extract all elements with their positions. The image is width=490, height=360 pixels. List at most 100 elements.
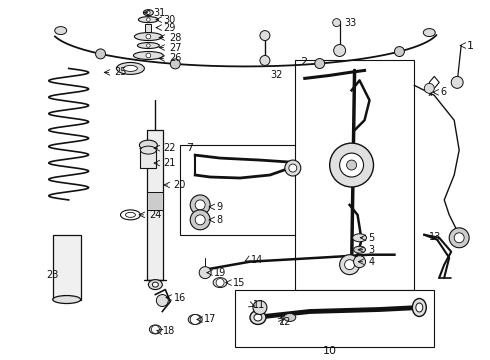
Text: 16: 16 [174, 293, 187, 302]
Ellipse shape [423, 28, 435, 37]
Circle shape [216, 279, 224, 287]
Circle shape [454, 233, 464, 243]
Circle shape [146, 53, 151, 58]
Bar [180, 145, 305, 235]
Text: 30: 30 [163, 15, 175, 24]
Bar [141, 150, 156, 168]
Circle shape [451, 76, 463, 88]
Ellipse shape [149, 325, 161, 334]
Text: 5: 5 [368, 233, 375, 243]
Ellipse shape [416, 303, 423, 312]
Circle shape [171, 59, 180, 69]
Bar [235, 289, 434, 347]
Text: 19: 19 [214, 267, 226, 278]
Circle shape [315, 59, 325, 68]
Text: 28: 28 [169, 32, 182, 42]
Ellipse shape [141, 146, 156, 154]
Circle shape [151, 325, 159, 333]
Circle shape [394, 46, 404, 57]
Text: 9: 9 [216, 202, 222, 212]
Circle shape [260, 31, 270, 41]
Text: 8: 8 [216, 215, 222, 225]
Text: 32: 32 [270, 71, 282, 80]
Circle shape [190, 195, 210, 215]
Text: 21: 21 [163, 158, 176, 168]
Circle shape [199, 267, 211, 279]
Ellipse shape [353, 234, 367, 242]
Text: 33: 33 [344, 18, 357, 28]
Ellipse shape [138, 17, 158, 23]
Circle shape [260, 55, 270, 66]
Ellipse shape [152, 282, 158, 287]
Circle shape [195, 215, 205, 225]
Bar [147, 130, 163, 280]
Text: 3: 3 [368, 245, 375, 255]
Circle shape [354, 256, 366, 268]
Bar [295, 60, 415, 289]
Circle shape [147, 18, 150, 21]
Text: 6: 6 [440, 87, 446, 97]
Circle shape [340, 153, 364, 177]
Bar [53, 235, 81, 300]
Circle shape [344, 260, 355, 270]
Ellipse shape [55, 27, 67, 35]
Text: 23: 23 [46, 270, 58, 280]
Ellipse shape [284, 314, 296, 321]
Text: 4: 4 [368, 257, 375, 267]
Circle shape [96, 49, 105, 59]
Circle shape [147, 11, 150, 14]
Ellipse shape [250, 310, 266, 324]
Text: 17: 17 [204, 314, 217, 324]
Text: 2: 2 [300, 58, 307, 67]
Circle shape [346, 160, 357, 170]
Text: 13: 13 [429, 232, 441, 242]
Text: 26: 26 [169, 54, 182, 63]
Text: 11: 11 [253, 300, 265, 310]
Circle shape [334, 45, 345, 57]
Circle shape [333, 19, 341, 27]
Bar [147, 192, 163, 210]
Circle shape [449, 228, 469, 248]
Circle shape [190, 315, 200, 324]
Ellipse shape [133, 51, 163, 59]
Text: 10: 10 [323, 346, 337, 356]
Ellipse shape [134, 32, 162, 41]
Circle shape [340, 255, 360, 275]
Ellipse shape [140, 140, 157, 150]
Ellipse shape [53, 296, 81, 303]
Text: 1: 1 [467, 41, 474, 50]
Ellipse shape [254, 314, 262, 321]
Text: 7: 7 [186, 143, 194, 153]
Ellipse shape [121, 210, 141, 220]
Circle shape [190, 210, 210, 230]
Circle shape [156, 294, 168, 306]
Text: 18: 18 [163, 327, 175, 336]
Ellipse shape [144, 10, 153, 15]
Ellipse shape [123, 66, 137, 71]
Ellipse shape [117, 62, 145, 75]
Circle shape [195, 200, 205, 210]
Text: 15: 15 [233, 278, 245, 288]
Text: 25: 25 [115, 67, 127, 77]
Text: 12: 12 [279, 318, 291, 328]
Text: 27: 27 [169, 42, 182, 53]
Circle shape [285, 160, 301, 176]
Circle shape [330, 143, 373, 187]
Ellipse shape [413, 298, 426, 316]
Ellipse shape [188, 315, 202, 324]
Circle shape [146, 34, 151, 39]
Text: 31: 31 [153, 8, 166, 18]
Circle shape [289, 164, 297, 172]
Circle shape [424, 84, 434, 93]
Ellipse shape [148, 280, 162, 289]
Ellipse shape [125, 212, 135, 217]
Text: 24: 24 [149, 210, 162, 220]
Text: 20: 20 [173, 180, 186, 190]
Text: 22: 22 [163, 143, 176, 153]
Circle shape [253, 301, 267, 315]
Circle shape [147, 44, 150, 47]
Ellipse shape [213, 278, 227, 288]
Ellipse shape [354, 246, 366, 253]
Bar [146, 24, 151, 32]
Text: 29: 29 [163, 23, 176, 33]
